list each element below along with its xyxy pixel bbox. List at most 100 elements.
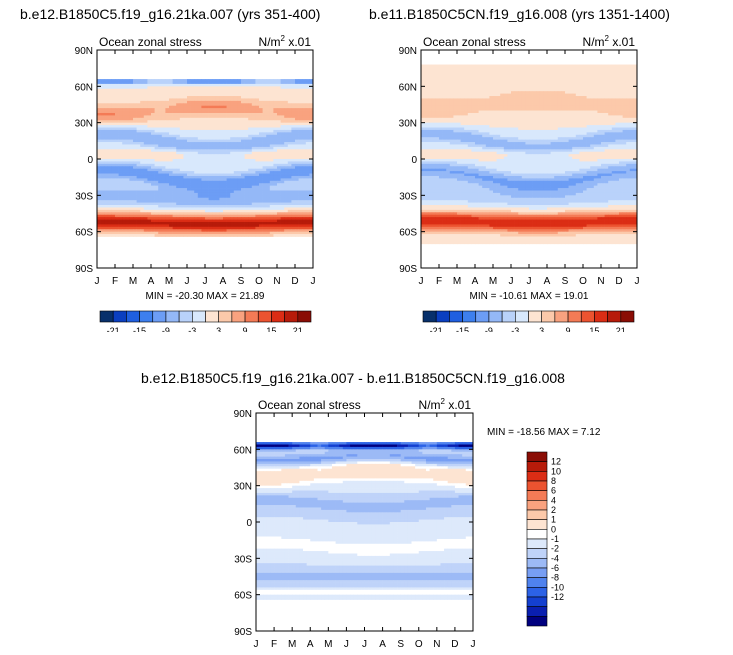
right-cell (601, 76, 605, 80)
left-cell (187, 132, 191, 136)
left-cell (111, 231, 116, 235)
left-cell (111, 156, 116, 160)
left-cell (302, 159, 307, 162)
left-cell (176, 93, 181, 97)
right-cell (496, 69, 501, 73)
left-cell (183, 110, 188, 114)
left-cell (284, 166, 289, 170)
left-cell (133, 83, 137, 87)
left-cell (176, 156, 181, 160)
left-cell (298, 149, 303, 153)
left-cell (122, 229, 127, 233)
right-cell (629, 86, 634, 90)
left-cell (277, 142, 281, 145)
left-cell (194, 108, 199, 111)
left-cell (125, 221, 130, 225)
left-cell (107, 115, 112, 119)
right-cell (536, 69, 541, 73)
left-cell (208, 125, 213, 128)
left-cell (233, 166, 238, 170)
left-cell (194, 129, 199, 133)
left-cell (302, 115, 307, 119)
left-cell (100, 151, 105, 155)
right-cell (428, 81, 433, 85)
left-cell (165, 93, 170, 97)
left-cell (133, 122, 137, 126)
left-cell (277, 100, 281, 104)
right-cell (575, 103, 580, 107)
left-cell (118, 197, 123, 201)
left-cell (122, 171, 127, 174)
left-cell (215, 231, 220, 235)
right-cell (554, 100, 559, 104)
left-cell (230, 154, 235, 157)
left-cell (302, 127, 307, 131)
left-cell (154, 86, 159, 90)
left-cell (208, 149, 213, 153)
left-cell (215, 192, 220, 196)
left-cell (280, 229, 285, 233)
left-cell (169, 209, 173, 213)
left-ytick-label: 60S (75, 228, 93, 239)
left-cell (133, 229, 137, 233)
right-cell (532, 93, 537, 97)
right-cell (568, 81, 573, 85)
left-cell (122, 132, 127, 136)
left-cell (291, 134, 296, 138)
right-cell (547, 83, 551, 87)
left-cell (273, 146, 278, 150)
left-cell (295, 83, 299, 87)
right-cell (590, 96, 595, 99)
right-cell (575, 71, 580, 75)
right-cell (489, 96, 494, 99)
right-cell (561, 71, 566, 75)
left-cell (259, 98, 263, 102)
left-cell (284, 168, 289, 172)
left-cell (140, 219, 145, 223)
right-cell (539, 91, 544, 94)
left-cell (237, 188, 242, 191)
right-cell (514, 86, 519, 90)
right-cell (464, 64, 469, 68)
left-cell (295, 127, 299, 131)
left-cell (190, 180, 195, 184)
left-cell (302, 120, 307, 124)
right-cell (525, 96, 530, 99)
left-cell (125, 224, 130, 228)
right-cell (525, 66, 530, 70)
right-cell (518, 93, 523, 97)
right-cell (435, 93, 440, 97)
left-cell (151, 161, 155, 165)
left-cell (100, 173, 105, 177)
left-cell (140, 142, 145, 145)
left-cell (277, 214, 281, 218)
left-cell (183, 229, 188, 233)
left-cell (255, 217, 260, 220)
right-cell (579, 86, 584, 90)
left-cell (201, 98, 206, 102)
left-cell (165, 173, 170, 177)
left-cell (233, 161, 238, 165)
right-cell (507, 79, 512, 82)
left-cell (154, 142, 159, 145)
right-cell (518, 81, 523, 85)
left-cell (237, 171, 242, 174)
right-cell (464, 66, 469, 70)
left-cell (133, 224, 137, 228)
right-cell (424, 69, 429, 73)
left-cell (190, 217, 195, 220)
left-cell (118, 117, 123, 121)
left-cell (255, 175, 260, 179)
right-cell (514, 98, 519, 102)
left-cell (154, 185, 159, 189)
left-cell (158, 214, 163, 218)
right-cell (583, 96, 587, 99)
left-cell (309, 93, 314, 97)
left-cell (302, 149, 307, 153)
left-cell (215, 120, 220, 124)
right-cell (489, 86, 494, 90)
right-cell (489, 76, 494, 80)
left-cell (169, 81, 173, 85)
left-cell (230, 219, 235, 223)
left-cell (179, 183, 184, 186)
